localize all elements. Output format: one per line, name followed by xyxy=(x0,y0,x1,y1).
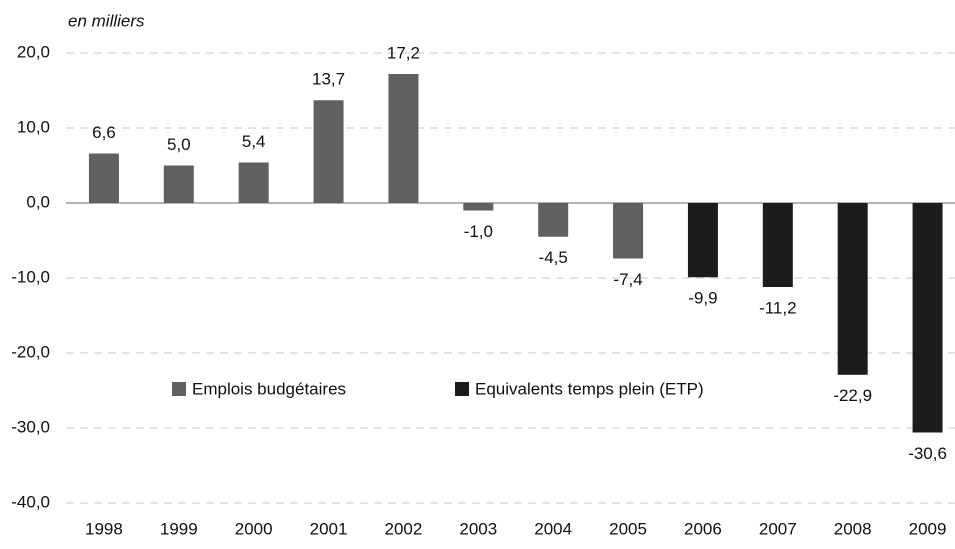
y-tick-label: -10,0 xyxy=(11,267,50,286)
x-tick-label: 2001 xyxy=(310,519,348,538)
y-tick-label: 10,0 xyxy=(17,117,50,136)
data-label: 5,0 xyxy=(167,135,191,154)
y-tick-label: 0,0 xyxy=(26,192,50,211)
x-tick-label: 2004 xyxy=(534,519,572,538)
x-tick-label: 2005 xyxy=(609,519,647,538)
data-label: 5,4 xyxy=(242,132,266,151)
data-label: -30,6 xyxy=(908,444,947,463)
bar xyxy=(837,203,868,375)
legend-label: Equivalents temps plein (ETP) xyxy=(475,379,704,398)
bar xyxy=(163,165,194,203)
x-tick-label: 2000 xyxy=(235,519,273,538)
y-tick-label: 20,0 xyxy=(17,42,50,61)
bar xyxy=(238,162,269,203)
legend-label: Emplois budgétaires xyxy=(192,379,346,398)
data-label: 6,6 xyxy=(92,123,116,142)
bar xyxy=(538,203,569,237)
data-label: 13,7 xyxy=(312,70,345,89)
x-tick-label: 2008 xyxy=(834,519,872,538)
data-label: -4,5 xyxy=(539,248,568,267)
data-label: -22,9 xyxy=(833,386,872,405)
data-label: -11,2 xyxy=(759,298,797,317)
y-tick-label: -30,0 xyxy=(11,417,50,436)
y-axis-unit: en milliers xyxy=(68,11,145,30)
x-tick-label: 2003 xyxy=(459,519,497,538)
x-tick-label: 1998 xyxy=(85,519,123,538)
bar xyxy=(313,100,344,203)
legend-swatch xyxy=(172,382,186,396)
data-label: -1,0 xyxy=(464,222,493,241)
bar xyxy=(687,203,718,278)
bar xyxy=(912,203,943,433)
data-label: 17,2 xyxy=(387,43,420,62)
y-tick-label: -40,0 xyxy=(11,492,50,511)
x-tick-label: 2007 xyxy=(759,519,797,538)
x-tick-label: 2006 xyxy=(684,519,722,538)
bar xyxy=(88,153,119,203)
y-tick-label: -20,0 xyxy=(11,342,50,361)
bar xyxy=(613,203,644,259)
data-label: -7,4 xyxy=(613,270,642,289)
bar xyxy=(762,203,793,287)
data-label: -9,9 xyxy=(688,289,717,308)
legend-swatch xyxy=(455,382,469,396)
x-tick-label: 1999 xyxy=(160,519,198,538)
x-tick-label: 2002 xyxy=(385,519,423,538)
x-tick-label: 2009 xyxy=(909,519,947,538)
bar xyxy=(463,203,494,211)
bar xyxy=(388,74,419,203)
